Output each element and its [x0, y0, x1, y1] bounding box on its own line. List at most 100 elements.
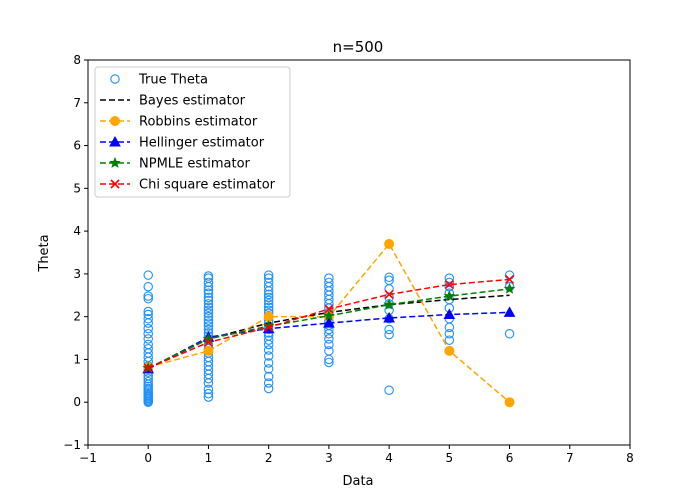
true-theta-point-x3-3: [324, 339, 334, 350]
x-tick-label-8: 8: [626, 451, 634, 465]
series-4-marker-3: [324, 304, 334, 314]
true-theta-point-x4-9: [384, 272, 394, 283]
legend-label-1: Bayes estimator: [139, 94, 246, 109]
series-2-marker-5: [443, 308, 456, 320]
true-theta-point-x2-0: [263, 383, 274, 394]
true-theta-point-x5-8: [444, 277, 455, 288]
x-tick-label-7: 7: [566, 451, 574, 465]
series-4-marker-6: [504, 274, 515, 285]
true-theta-point-x0-13: [143, 376, 153, 387]
series-2-marker-6: [503, 306, 516, 317]
y-axis-label: Theta: [37, 234, 52, 272]
true-theta-point-x2-25: [263, 277, 274, 288]
y-tick-label-3: 3: [73, 267, 81, 281]
legend-label-4: NPMLE estimator: [139, 157, 251, 172]
y-tick-label-6: 6: [73, 139, 81, 153]
true-theta-point-x1-20: [203, 311, 214, 322]
y-tick-label-1: 1: [73, 352, 81, 366]
true-theta-point-x1-24: [203, 299, 214, 309]
true-theta-point-x5-9: [444, 273, 455, 283]
true-theta-point-x4-1: [384, 329, 394, 340]
true-theta-point-x0-28: [143, 314, 153, 324]
true-theta-point-x3-18: [324, 273, 334, 283]
y-tick-label--1: −1: [63, 438, 81, 452]
legend-entry-2: Robbins estimator: [100, 115, 258, 130]
legend-label-5: Chi square estimator: [139, 178, 276, 193]
true-theta-point-x1-19: [203, 315, 214, 325]
true-theta-point-x0-32: [143, 291, 153, 301]
legend-entry-4: NPMLE estimator: [100, 157, 251, 172]
x-tick-label-0: 0: [144, 451, 152, 465]
true-theta-point-x2-6: [263, 345, 274, 355]
legend-label-3: Hellinger estimator: [139, 136, 265, 151]
true-theta-point-x4-0: [384, 385, 394, 395]
true-theta-point-x1-30: [203, 277, 214, 288]
series-chi-square-estimator: [143, 274, 515, 373]
true-theta-point-x4-2: [384, 324, 394, 335]
true-theta-point-x0-25: [143, 329, 153, 339]
y-tick-label-4: 4: [73, 224, 81, 238]
series-4-marker-5-stroke-1: [444, 280, 454, 290]
x-tick-label--1: −1: [79, 451, 97, 465]
plot-area: [142, 238, 516, 408]
true-theta-point-x5-1: [444, 329, 455, 339]
y-tick-label-7: 7: [73, 96, 81, 110]
series-4-marker-1-stroke-1: [203, 337, 214, 347]
true-theta-point-x2-21: [263, 292, 274, 303]
true-theta-point-x1-1: [203, 388, 214, 399]
series-4-marker-0-stroke-1: [143, 363, 153, 373]
x-tick-label-5: 5: [446, 451, 454, 465]
axes-frame: [87, 59, 631, 446]
legend-entry-1: Bayes estimator: [100, 94, 246, 109]
true-theta-point-x1-26: [203, 292, 214, 303]
series-3-marker-3: [323, 309, 335, 321]
series-3-marker-6: [503, 282, 516, 294]
true-theta-point-x3-2: [324, 346, 334, 356]
true-theta-point-x2-2: [263, 371, 274, 382]
true-theta-point-x1-23: [203, 302, 214, 313]
true-theta-point-x1-2: [203, 384, 214, 395]
x-tick-label-2: 2: [265, 451, 273, 465]
y-tick-label-5: 5: [73, 181, 81, 195]
true-theta-point-x1-28: [203, 285, 214, 295]
true-theta-point-x3-17: [324, 277, 334, 288]
true-theta-point-x2-27: [263, 270, 274, 280]
series-4-marker-1: [203, 337, 214, 347]
legend-label-0: True Theta: [138, 73, 208, 88]
series-3-marker-1: [202, 332, 215, 344]
true-theta-point-x2-22: [263, 289, 274, 300]
legend-marker-0: [110, 74, 120, 84]
true-theta-point-x1-18: [203, 318, 214, 328]
legend-marker-3: [109, 135, 121, 147]
true-theta-point-x4-8: [384, 275, 394, 286]
true-theta-point-x1-21: [203, 308, 214, 318]
true-theta-point-x3-4: [324, 334, 334, 344]
y-tick-label-0: 0: [73, 395, 81, 409]
legend: True Theta Bayes estimator Robbins estimat…: [94, 66, 291, 198]
series-4-marker-4: [384, 289, 394, 299]
true-theta-point-x2-4: [263, 358, 274, 368]
true-theta-point-x2-18: [263, 302, 274, 313]
true-theta-point-x2-19: [263, 299, 274, 309]
true-theta-point-x1-27: [203, 288, 214, 298]
series-4-marker-5: [444, 280, 454, 290]
true-theta-point-x3-0: [324, 357, 334, 368]
true-theta-point-x2-26: [263, 273, 274, 283]
series-1-marker-1: [203, 345, 214, 356]
legend-box: [94, 66, 291, 198]
series-4-marker-6-stroke-1: [504, 274, 515, 285]
series-3-marker-5: [443, 290, 456, 302]
y-tick-label-8: 8: [73, 53, 81, 67]
true-theta-point-x1-22: [203, 305, 214, 315]
series-4-marker-2-stroke-1: [264, 322, 274, 332]
legend-marker-2: [110, 116, 120, 126]
true-theta-point-x0-24: [143, 334, 153, 344]
x-tick-label-6: 6: [506, 451, 514, 465]
series-1-marker-4: [384, 238, 395, 249]
x-axis-label: Data: [342, 474, 373, 489]
true-theta-point-x2-1: [263, 378, 274, 388]
true-theta-point-x1-17: [203, 321, 214, 331]
y-tick-label-2: 2: [73, 310, 81, 324]
